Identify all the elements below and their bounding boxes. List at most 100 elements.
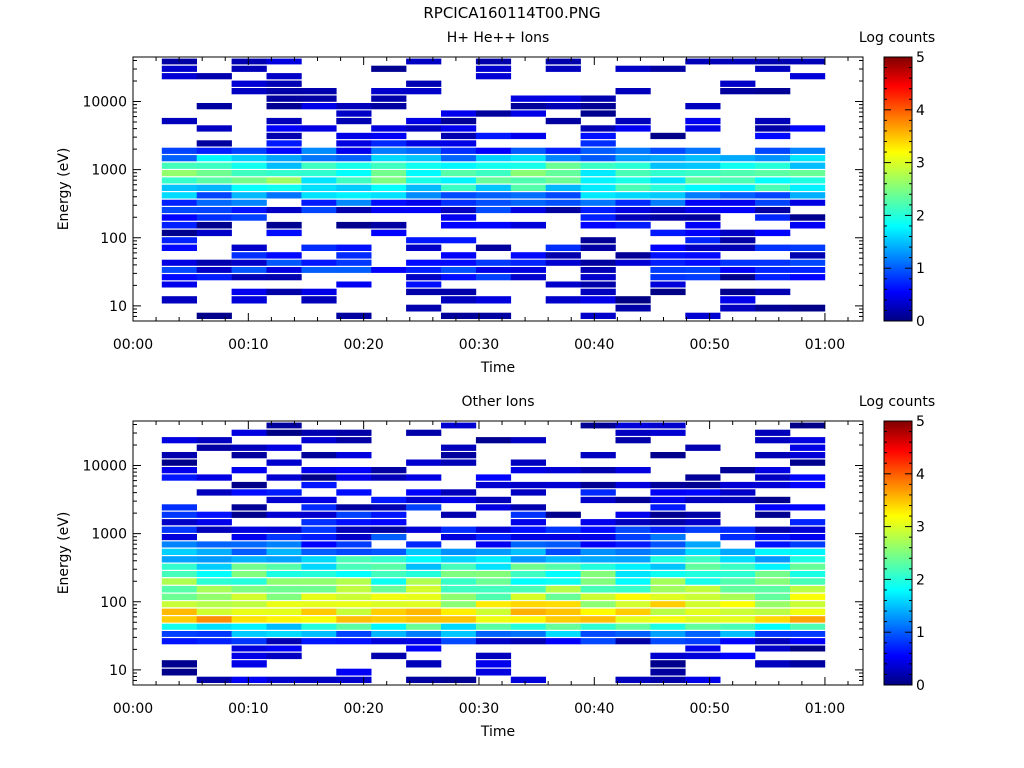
heatmap-cell [161,631,197,637]
heatmap-cell [755,125,791,132]
heatmap-cell [615,548,651,555]
heatmap-cell [406,459,442,466]
heatmap-cell [301,481,337,489]
heatmap-cell [790,259,826,266]
heatmap-cell [196,571,232,578]
heatmap-cell [231,593,267,601]
heatmap-cell [510,267,546,273]
heatmap-cell [720,548,756,555]
heatmap-cell [231,58,267,65]
heatmap-cell [406,281,442,288]
heatmap-cell [161,593,197,601]
heatmap-cell [510,199,546,206]
heatmap-cell [336,132,372,140]
heatmap-cell [685,274,721,281]
heatmap-cell [510,459,546,466]
heatmap-cell [685,229,721,237]
heatmap-cells [161,58,826,319]
heatmap-cell [615,496,651,504]
heatmap-cell [231,214,267,221]
x-tick-label: 00:40 [574,701,614,717]
heatmap-cell [266,140,302,147]
heatmap-cell [161,244,197,251]
heatmap-cell [510,548,546,555]
heatmap-cell [685,645,721,652]
heatmap-cell [441,296,477,304]
heatmap-cell [580,259,616,266]
heatmap-cell [231,296,267,304]
heatmap-cell [790,504,826,511]
heatmap-cell [231,80,267,87]
heatmap-cell [301,571,337,578]
heatmap-cell [336,563,372,570]
heatmap-cell [441,563,477,570]
heatmap-cell [336,312,372,319]
heatmap-cell [685,103,721,110]
heatmap-cell [580,541,616,548]
heatmap-cell [615,631,651,637]
heatmap-cell [650,192,686,199]
heatmap-cell [406,496,442,504]
heatmap-cell [545,571,581,578]
heatmap-cell [301,534,337,541]
heatmap-cell [231,65,267,72]
heatmap-cell [545,155,581,162]
heatmap-cell [615,304,651,312]
heatmap-cell [545,563,581,570]
heatmap-cell [196,207,232,214]
heatmap-cell [371,511,407,518]
heatmap-cell [301,259,337,266]
heatmap-cell [371,184,407,191]
heatmap-cell [755,58,791,65]
heatmap-cell [545,585,581,593]
heatmap-cell [231,259,267,266]
heatmap-cell [685,652,721,660]
heatmap-cell [755,259,791,266]
heatmap-cell [685,556,721,563]
heatmap-cell [406,489,442,496]
heatmap-cell [720,623,756,630]
heatmap-cell [196,221,232,229]
heatmap-cell [790,631,826,637]
heatmap-cell [301,288,337,296]
heatmap-cell [371,578,407,585]
heatmap-cell [615,526,651,533]
heatmap-cell [406,593,442,601]
heatmap-cell [580,221,616,229]
heatmap-cell [510,511,546,518]
heatmap-cell [406,556,442,563]
heatmap-cell [650,244,686,251]
heatmap-cell [406,177,442,184]
heatmap-cell [441,585,477,593]
heatmap-cell [685,585,721,593]
heatmap-cell [196,170,232,177]
heatmap-cell [685,623,721,630]
heatmap-cell [475,110,512,117]
heatmap-cell [196,616,232,623]
heatmap-cell [231,244,267,251]
heatmap-cell [336,526,372,533]
heatmap-cell [755,496,791,504]
x-tick-label: 00:10 [228,337,268,353]
heatmap-cell [475,65,512,72]
heatmap-cell [720,155,756,162]
heatmap-cell [510,252,546,259]
heatmap-cell [371,585,407,593]
heatmap-cell [720,170,756,177]
heatmap-cell [406,504,442,511]
heatmap-cell [580,288,616,296]
heatmap-cell [545,534,581,541]
heatmap-cell [685,616,721,623]
heatmap-cell [336,452,372,459]
heatmap-cell [580,571,616,578]
heatmap-cell [755,177,791,184]
heatmap-cell [685,237,721,244]
heatmap-cell [790,474,826,481]
heatmap-cell [161,571,197,578]
heatmap-cell [755,608,791,615]
colorbar-tick-label: 0 [916,678,925,694]
heatmap-cell [406,474,442,481]
heatmap-cell [161,199,197,206]
heatmap-cell [441,444,477,451]
